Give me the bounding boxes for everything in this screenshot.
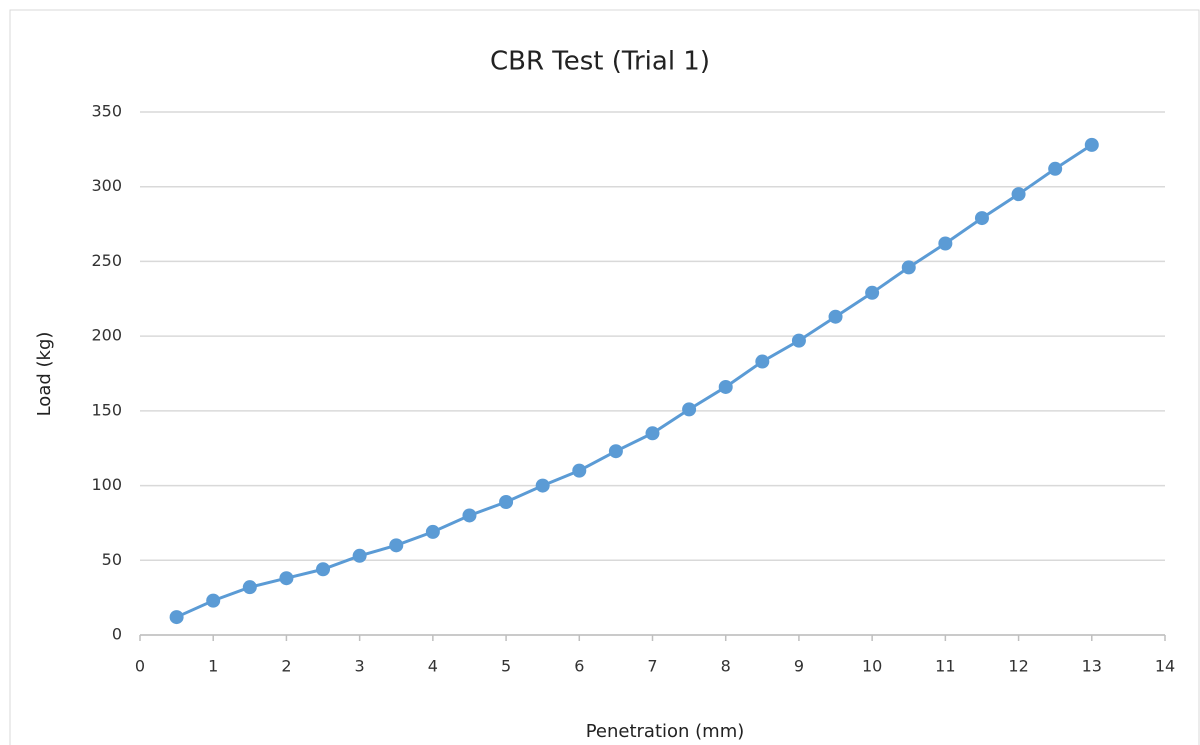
data-point: [755, 354, 770, 369]
y-axis-title: Load (kg): [34, 332, 55, 417]
x-tick-label: 13: [1082, 657, 1102, 676]
y-tick-label: 150: [91, 400, 122, 419]
chart-title: CBR Test (Trial 1): [490, 47, 710, 77]
data-point: [206, 593, 221, 608]
x-tick-label: 1: [208, 657, 218, 676]
data-point: [828, 309, 843, 324]
data-point: [974, 211, 989, 226]
data-point: [645, 426, 660, 441]
data-point: [352, 548, 367, 563]
x-axis-title: Penetration (mm): [586, 721, 745, 742]
data-point: [572, 463, 587, 478]
x-tick-label: 11: [935, 657, 955, 676]
data-point: [462, 508, 477, 523]
data-point: [682, 402, 697, 417]
data-point: [1048, 161, 1063, 176]
data-point: [865, 285, 880, 300]
y-tick-label: 250: [91, 251, 122, 270]
x-tick-label: 4: [428, 657, 438, 676]
data-point: [1084, 137, 1099, 152]
data-point: [608, 444, 623, 459]
y-tick-label: 300: [91, 176, 122, 195]
data-point: [901, 260, 916, 275]
data-point: [242, 580, 257, 595]
data-point: [279, 571, 294, 586]
x-tick-label: 5: [501, 657, 511, 676]
data-point: [718, 379, 733, 394]
data-point: [389, 538, 404, 553]
y-tick-label: 0: [112, 625, 122, 644]
x-tick-label: 12: [1008, 657, 1028, 676]
data-point: [499, 495, 514, 510]
x-tick-label: 2: [281, 657, 291, 676]
x-tick-label: 8: [721, 657, 731, 676]
x-tick-label: 10: [862, 657, 882, 676]
x-tick-label: 7: [647, 657, 657, 676]
data-point: [535, 478, 550, 493]
x-tick-label: 0: [135, 657, 145, 676]
data-point: [169, 610, 184, 625]
chart-frame: [9, 9, 1200, 745]
x-tick-label: 6: [574, 657, 584, 676]
data-point: [938, 236, 953, 251]
x-tick-label: 9: [794, 657, 804, 676]
data-point: [316, 562, 331, 577]
data-point: [1011, 187, 1026, 202]
data-point: [791, 333, 806, 348]
y-tick-label: 350: [91, 102, 122, 121]
y-tick-label: 200: [91, 326, 122, 345]
data-point: [425, 524, 440, 539]
x-tick-label: 14: [1155, 657, 1175, 676]
y-tick-label: 100: [91, 475, 122, 494]
x-tick-label: 3: [355, 657, 365, 676]
y-tick-label: 50: [102, 550, 122, 569]
